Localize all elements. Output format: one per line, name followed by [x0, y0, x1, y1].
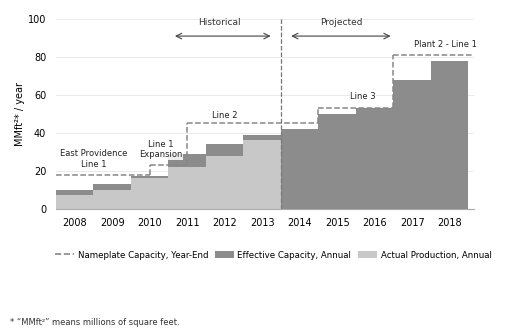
Legend: Nameplate Capacity, Year-End, Effective Capacity, Annual, Actual Production, Ann: Nameplate Capacity, Year-End, Effective … [52, 247, 495, 263]
Text: Line 2: Line 2 [212, 111, 237, 119]
Text: East Providence
Line 1: East Providence Line 1 [60, 149, 127, 169]
Text: Line 1
Expansion: Line 1 Expansion [139, 140, 183, 159]
Text: * “MMft²” means millions of square feet.: * “MMft²” means millions of square feet. [10, 318, 180, 327]
Text: Plant 2 - Line 1: Plant 2 - Line 1 [414, 40, 477, 49]
Text: Projected: Projected [320, 17, 362, 27]
Y-axis label: MMft²* / year: MMft²* / year [15, 82, 25, 146]
Text: Historical: Historical [198, 17, 241, 27]
Text: Line 3: Line 3 [350, 91, 376, 101]
